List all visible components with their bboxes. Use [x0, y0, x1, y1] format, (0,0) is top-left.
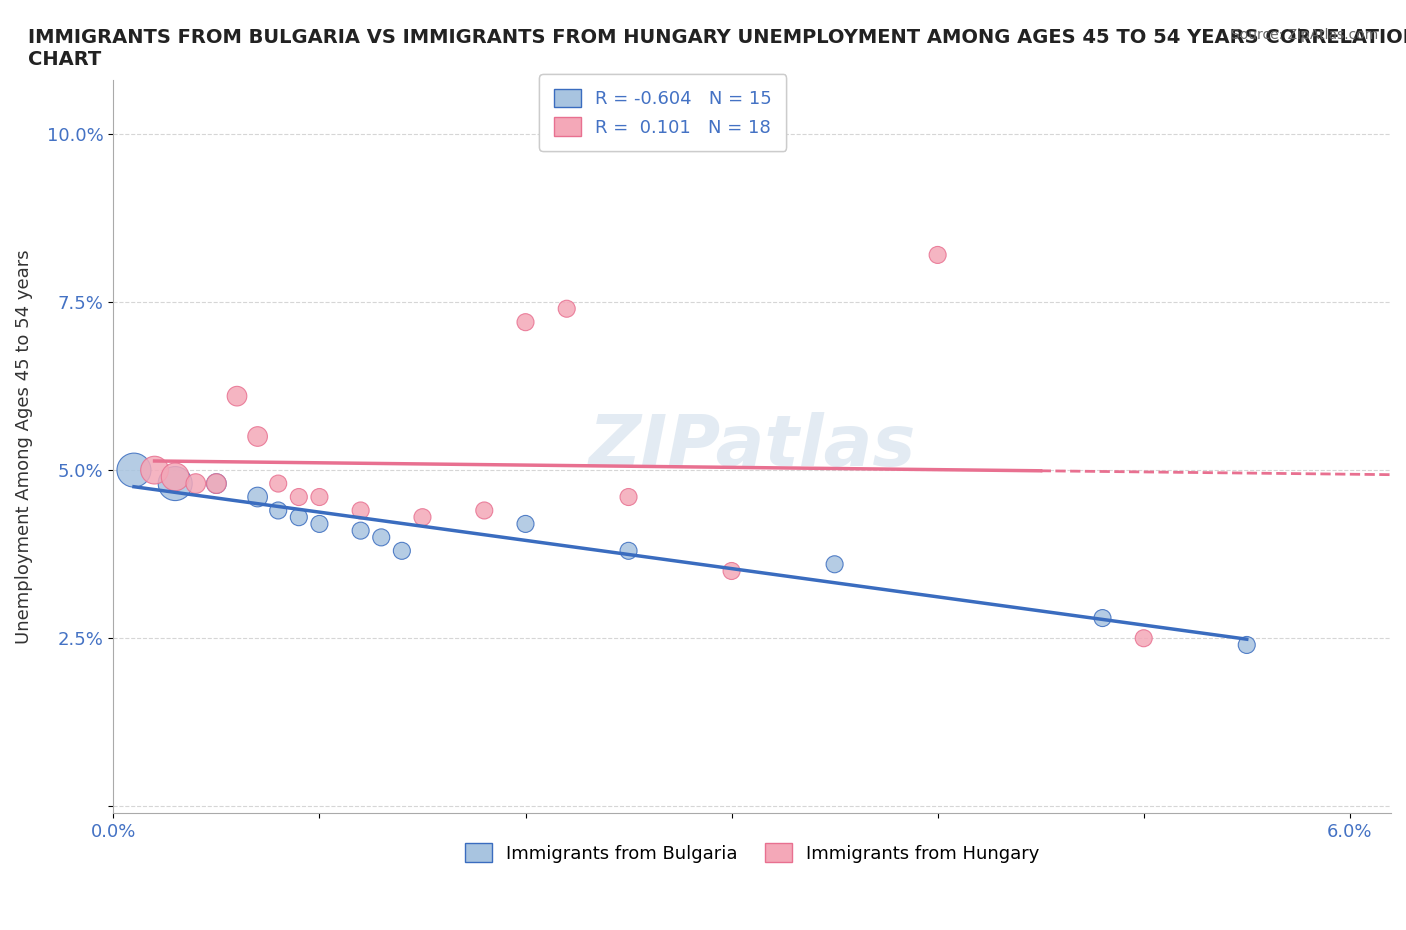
- Point: [246, 429, 269, 444]
- Point: [617, 543, 640, 558]
- Point: [617, 489, 640, 504]
- Point: [288, 489, 311, 504]
- Point: [1091, 611, 1114, 626]
- Point: [122, 463, 145, 478]
- Point: [927, 247, 949, 262]
- Point: [308, 489, 330, 504]
- Point: [391, 543, 413, 558]
- Point: [555, 301, 578, 316]
- Point: [267, 503, 290, 518]
- Point: [1236, 638, 1258, 653]
- Point: [411, 510, 433, 525]
- Point: [288, 510, 311, 525]
- Point: [472, 503, 495, 518]
- Point: [350, 503, 373, 518]
- Point: [824, 557, 846, 572]
- Point: [308, 516, 330, 531]
- Point: [1132, 631, 1154, 645]
- Point: [350, 524, 373, 538]
- Point: [205, 476, 228, 491]
- Point: [165, 476, 187, 491]
- Point: [165, 470, 187, 485]
- Point: [515, 516, 537, 531]
- Text: ZIPatlas: ZIPatlas: [589, 412, 915, 481]
- Text: IMMIGRANTS FROM BULGARIA VS IMMIGRANTS FROM HUNGARY UNEMPLOYMENT AMONG AGES 45 T: IMMIGRANTS FROM BULGARIA VS IMMIGRANTS F…: [28, 28, 1406, 69]
- Point: [246, 489, 269, 504]
- Y-axis label: Unemployment Among Ages 45 to 54 years: Unemployment Among Ages 45 to 54 years: [15, 249, 32, 644]
- Point: [515, 314, 537, 329]
- Legend: Immigrants from Bulgaria, Immigrants from Hungary: Immigrants from Bulgaria, Immigrants fro…: [457, 836, 1047, 870]
- Point: [184, 476, 207, 491]
- Point: [226, 389, 249, 404]
- Point: [267, 476, 290, 491]
- Text: Source: ZipAtlas.com: Source: ZipAtlas.com: [1230, 28, 1378, 42]
- Point: [370, 530, 392, 545]
- Point: [205, 476, 228, 491]
- Point: [720, 564, 742, 578]
- Point: [143, 463, 166, 478]
